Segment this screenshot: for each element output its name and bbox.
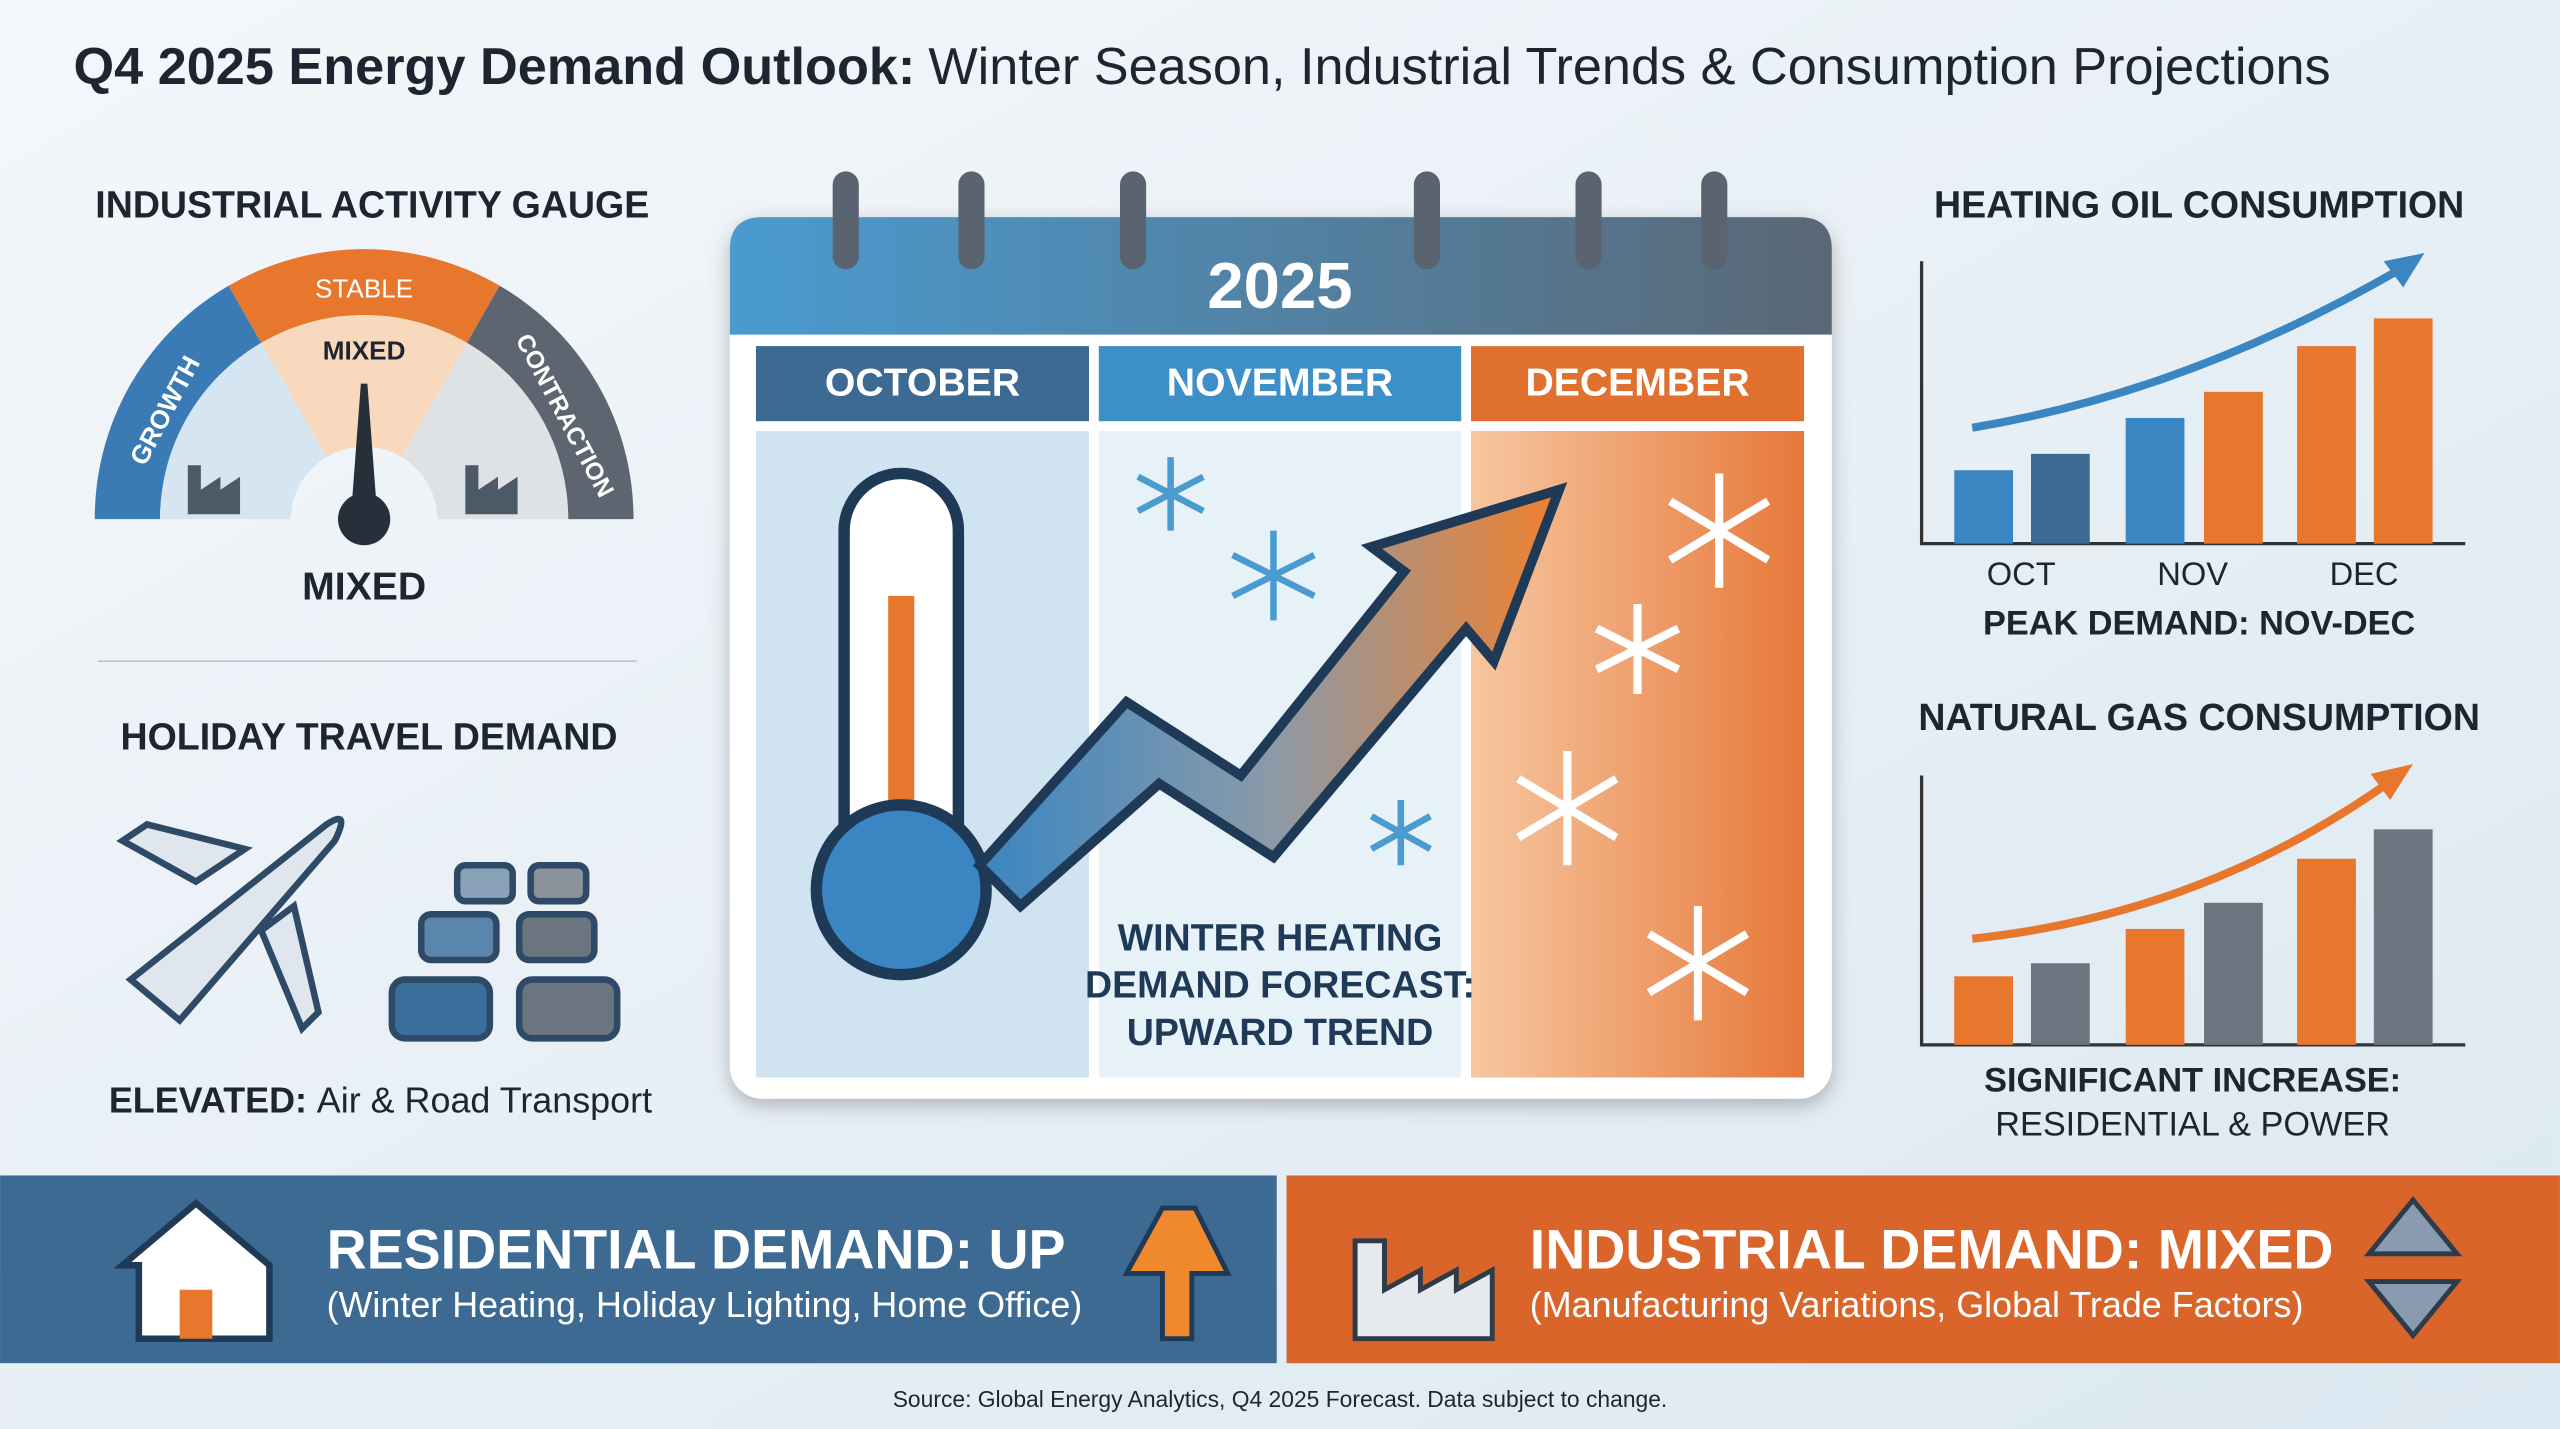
gas-note: SIGNIFICANT INCREASE: [1984,1061,2401,1099]
calendar-caption: UPWARD TREND [1127,1011,1434,1053]
banner-industrial [1286,1175,2560,1364]
travel-title: HOLIDAY TRAVEL DEMAND [121,715,618,757]
oil-chart [1919,253,2466,546]
title-rest: Winter Season, Industrial Trends & Consu… [928,38,2330,96]
gauge-title: INDUSTRIAL ACTIVITY GAUGE [95,183,649,225]
gauge [94,249,634,546]
gas-title: NATURAL GAS CONSUMPTION [1918,696,2480,738]
banner-detail: (Manufacturing Variations, Global Trade … [1530,1284,2304,1325]
travel-note-bold: ELEVATED: [109,1080,307,1121]
oil-label: OCT [1987,555,2056,592]
gauge-reading: MIXED [302,566,426,609]
travel-icons [116,815,621,1042]
oil-label: DEC [2330,555,2399,592]
needle-label: MIXED [323,336,406,366]
calendar [729,171,1832,1099]
calendar-caption: DEMAND FORECAST: [1085,964,1475,1006]
calendar-year: 2025 [1207,249,1352,322]
oil-title: HEATING OIL CONSUMPTION [1934,183,2464,225]
month: DECEMBER [1525,362,1749,405]
banner-detail: (Winter Heating, Holiday Lighting, Home … [327,1284,1083,1325]
gas-note: RESIDENTIAL & POWER [1995,1106,2390,1144]
banner-title: INDUSTRIAL DEMAND: MIXED [1530,1218,2334,1280]
travel-note-rest: Air & Road Transport [317,1080,652,1121]
gauge-segment: STABLE [315,274,413,304]
travel-note: ELEVATED: Air & Road Transport [109,1080,652,1121]
calendar-caption: WINTER HEATING [1118,916,1443,958]
oil-note: PEAK DEMAND: NOV-DEC [1983,604,2415,642]
month: NOVEMBER [1167,362,1393,405]
banner-icons [113,1196,2463,1342]
month: OCTOBER [825,362,1020,405]
oil-label: NOV [2157,555,2228,592]
page-title: Q4 2025 Energy Demand Outlook: Winter Sea… [74,38,2331,96]
banner-title: RESIDENTIAL DEMAND: UP [327,1218,1066,1280]
gas-chart [1919,764,2466,1047]
title-bold: Q4 2025 Energy Demand Outlook: [74,38,916,96]
source: Source: Global Energy Analytics, Q4 2025… [893,1386,1668,1412]
